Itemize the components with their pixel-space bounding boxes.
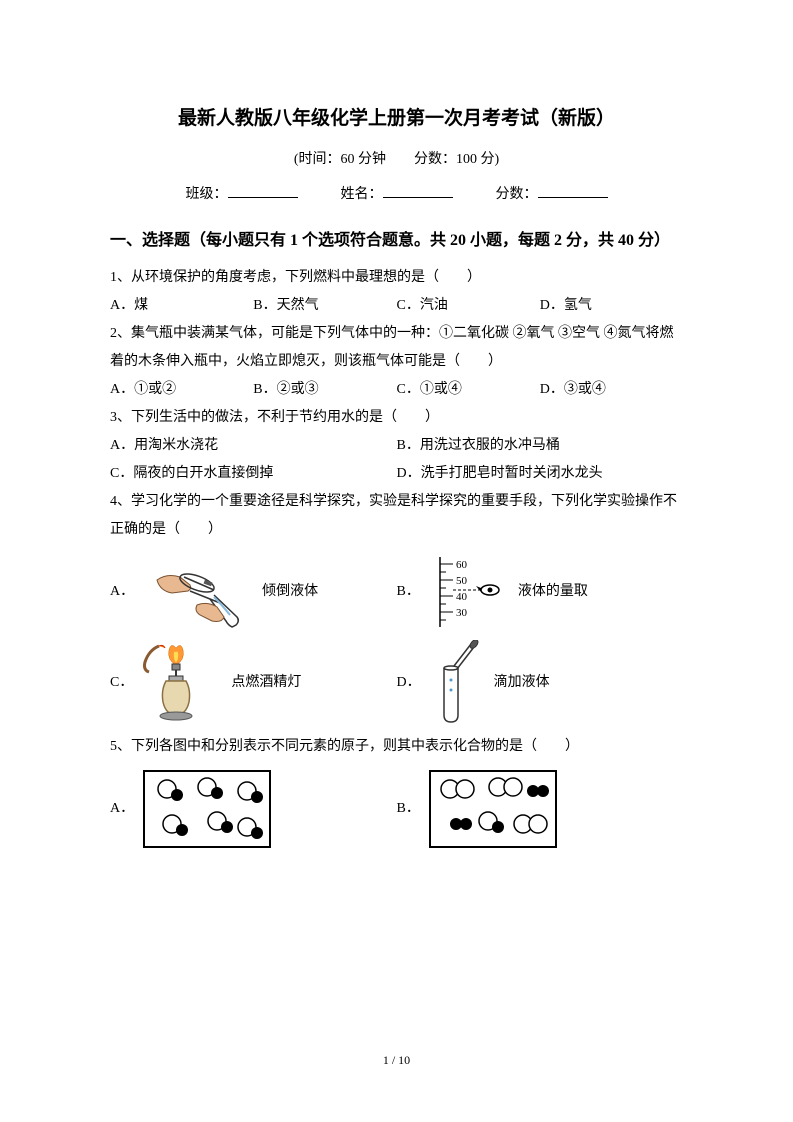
class-label: 班级： [186,187,228,202]
q3-opt-c[interactable]: C．隔夜的白开水直接倒掉 [110,460,397,488]
q3-opt-d[interactable]: D．洗手打肥皂时暂时关闭水龙头 [397,460,684,488]
student-info-line: 班级： 姓名： 分数： [110,180,683,209]
q4-opt-b[interactable]: B． 60 50 40 30 液体的量取 [397,552,684,632]
q3-stem: 3、下列生活中的做法，不利于节约用水的是（ ） [110,404,683,432]
q4-d-text: 滴加液体 [494,669,550,697]
svg-text:40: 40 [456,591,468,603]
q5-opt-b[interactable]: B． [397,769,684,849]
q5-row1: A． B． [110,769,683,849]
q2-opt-a[interactable]: A．①或② [110,376,253,404]
q4-opt-d[interactable]: D． 滴加液体 [397,640,684,725]
name-blank[interactable] [383,180,453,198]
score-blank[interactable] [538,180,608,198]
section-1-title: 一、选择题（每小题只有 1 个选项符合题意。共 20 小题，每题 2 分，共 4… [110,223,683,258]
exam-title: 最新人教版八年级化学上册第一次月考考试（新版） [110,100,683,138]
q4-b-text: 液体的量取 [518,578,588,606]
score-label: 分数： [496,187,538,202]
q4-row1: A． 倾倒液体 B． 60 50 40 30 [110,552,683,632]
light-lamp-icon [141,640,221,725]
q1-options: A．煤 B．天然气 C．汽油 D．氢气 [110,292,683,320]
q1-opt-d[interactable]: D．氢气 [540,292,683,320]
exam-subtitle: (时间：60 分钟 分数：100 分) [110,146,683,174]
q3-opt-b[interactable]: B．用洗过衣服的水冲马桶 [397,432,684,460]
q3-opt-a[interactable]: A．用淘米水浇花 [110,432,397,460]
q1-stem: 1、从环境保护的角度考虑，下列燃料中最理想的是（ ） [110,264,683,292]
q2-opt-c[interactable]: C．①或④ [397,376,540,404]
q4-opt-a[interactable]: A． 倾倒液体 [110,555,397,630]
q2-stem: 2、集气瓶中装满某气体，可能是下列气体中的一种：①二氧化碳 ②氧气 ③空气 ④氮… [110,320,683,376]
q2-options: A．①或② B．②或③ C．①或④ D．③或④ [110,376,683,404]
q4-b-label: B． [397,578,420,606]
page-number: 1 / 10 [0,1048,793,1072]
q5-opt-a[interactable]: A． [110,769,397,849]
q4-c-label: C． [110,669,133,697]
q2-opt-d[interactable]: D．③或④ [540,376,683,404]
svg-text:60: 60 [456,559,468,571]
q5-stem: 5、下列各图中和分别表示不同元素的原子，则其中表示化合物的是（ ） [110,733,683,761]
q4-d-label: D． [397,669,421,697]
pour-liquid-icon [142,555,252,630]
q4-a-text: 倾倒液体 [262,578,318,606]
q4-a-label: A． [110,578,134,606]
q4-row2: C． 点燃酒精灯 D． 滴加液体 [110,640,683,725]
measure-liquid-icon: 60 50 40 30 [428,552,508,632]
q5-a-label: A． [110,795,134,823]
q1-opt-c[interactable]: C．汽油 [397,292,540,320]
q5-b-label: B． [397,795,420,823]
class-blank[interactable] [228,180,298,198]
compound-box-b-icon [428,769,558,849]
name-label: 姓名： [341,187,383,202]
q2-opt-b[interactable]: B．②或③ [253,376,396,404]
drop-liquid-icon [429,640,484,725]
svg-text:50: 50 [456,575,468,587]
svg-text:30: 30 [456,607,468,619]
compound-box-a-icon [142,769,272,849]
q1-opt-b[interactable]: B．天然气 [253,292,396,320]
q3-options: A．用淘米水浇花 B．用洗过衣服的水冲马桶 C．隔夜的白开水直接倒掉 D．洗手打… [110,432,683,488]
q4-opt-c[interactable]: C． 点燃酒精灯 [110,640,397,725]
q1-opt-a[interactable]: A．煤 [110,292,253,320]
q4-c-text: 点燃酒精灯 [231,669,301,697]
q4-stem: 4、学习化学的一个重要途径是科学探究，实验是科学探究的重要手段，下列化学实验操作… [110,488,683,544]
